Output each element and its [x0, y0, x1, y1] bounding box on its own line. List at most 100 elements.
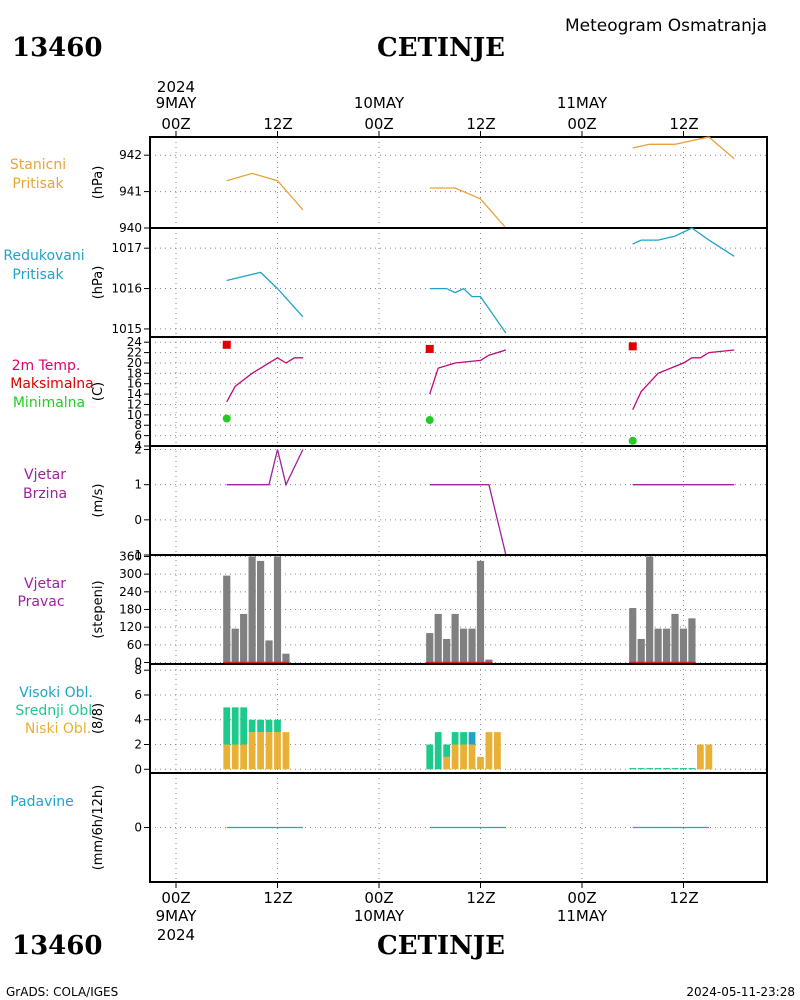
cloud-bar-0-13: [468, 744, 476, 770]
cloud-bar-1-8: [426, 744, 434, 770]
cloud-bar-0-12: [460, 744, 467, 770]
wind-dir-bar-16: [629, 608, 637, 663]
temperature-line-2: [632, 349, 735, 410]
y-tick-label: 18: [127, 366, 142, 380]
station-name-bottom: CETINJE: [377, 931, 505, 961]
y-tick-label: 1015: [111, 322, 142, 336]
y-tick-label: 240: [119, 585, 142, 599]
y-tick-label: 942: [119, 148, 142, 162]
wind-dir-bar-14: [476, 560, 485, 663]
top-hour-day1-00: 00Z: [161, 115, 190, 133]
panel-wind_direction: 0 60 120 180 240 300 360 (stepeni): [91, 549, 768, 670]
cloud-bar-1-3: [248, 719, 256, 733]
cloud-bar-0-1: [231, 744, 239, 770]
y-tick-label: 2: [134, 443, 142, 457]
cloud-bar-1-21: [663, 768, 670, 770]
cloud-bar-2-13: [468, 732, 476, 745]
label-station-pressure-2: Pritisak: [12, 176, 64, 192]
wind-dir-bar-12: [459, 628, 468, 663]
temp-min-marker-1: [425, 416, 434, 425]
y-tick-label: 8: [134, 418, 142, 432]
y-tick-label: 8: [134, 663, 142, 677]
y-axis-label: (mm/6h/12h): [91, 785, 106, 871]
y-tick-label: 22: [127, 346, 142, 360]
station-id-top: 13460: [12, 33, 102, 63]
y-tick-label: 12: [127, 397, 142, 411]
wind-dir-bar-2: [240, 613, 248, 663]
y-tick-label: 20: [127, 356, 142, 370]
cloud-bar-0-16: [494, 732, 501, 770]
bottom-year-label: 2024: [157, 926, 195, 944]
cloud-bar-1-11: [451, 732, 459, 745]
cloud-bar-0-7: [282, 732, 290, 770]
cloud-bar-1-22: [671, 768, 679, 770]
label-reduced-pressure-1: Redukovani: [3, 248, 84, 264]
y-tick-label: 360: [119, 549, 142, 563]
y-tick-label: 60: [127, 638, 142, 652]
panel-cloud_cover: 0 2 4 6 8 (8/8): [91, 663, 768, 776]
cloud-bar-1-5: [265, 719, 273, 733]
panel-frame: [149, 227, 768, 338]
wind-dir-bar-15: [485, 659, 493, 663]
chart-title: Meteogram Osmatranja: [565, 16, 767, 36]
wind-dir-bar-5: [265, 640, 273, 663]
y-tick-label: 2: [134, 738, 142, 752]
y-axis-label: (hPa): [91, 166, 106, 200]
wind-dir-bar-21: [671, 613, 679, 663]
label-wind-speed-1: Vjetar: [24, 467, 66, 483]
y-tick-label: 1017: [111, 241, 142, 255]
cloud-bar-1-9: [434, 732, 442, 770]
label-temp-1: 2m Temp.: [12, 358, 81, 374]
station-pressure-line-0: [226, 172, 304, 211]
reduced-pressure-line-1: [429, 287, 507, 334]
cloud-bar-0-14: [477, 756, 484, 770]
label-wind-dir-2: Pravac: [17, 594, 64, 610]
temp-max-marker-2: [628, 342, 637, 351]
y-tick-label: 941: [119, 185, 142, 199]
cloud-bar-0-2: [240, 744, 248, 770]
wind-dir-bar-11: [451, 613, 459, 663]
bottom-hour-day3-12: 12Z: [669, 889, 698, 907]
label-wind-dir-1: Vjetar: [24, 576, 66, 592]
bottom-hour-day1-00: 00Z: [161, 889, 190, 907]
station-pressure-line-2: [632, 136, 735, 160]
y-axis-label: (stepeni): [91, 580, 106, 638]
temp-max-marker-0: [222, 340, 231, 349]
reduced-pressure-line-2: [632, 227, 735, 257]
y-axis-label: (8/8): [91, 703, 106, 734]
panel-station_pressure: 940 941 942 (hPa): [91, 136, 768, 235]
bottom-date-day1: 9MAY: [156, 907, 198, 925]
wind-dir-bar-6: [273, 556, 282, 663]
cloud-bar-1-20: [654, 768, 662, 770]
y-tick-label: 0: [134, 821, 142, 835]
y-tick-label: 24: [127, 335, 142, 349]
cloud-bar-1-23: [680, 768, 687, 770]
y-tick-label: 16: [127, 377, 142, 391]
y-tick-label: 6: [134, 688, 142, 702]
cloud-bar-1-10: [443, 744, 451, 757]
bottom-date-day2: 10MAY: [354, 907, 405, 925]
top-hour-day3-12: 12Z: [669, 115, 698, 133]
cloud-bar-0-0: [223, 744, 231, 770]
wind-dir-bar-20: [662, 628, 671, 663]
label-precip: Padavine: [10, 794, 74, 810]
cloud-bar-0-10: [443, 756, 451, 770]
panel-labels: Stanicni Pritisak Redukovani Pritisak 2m…: [3, 157, 96, 810]
y-tick-label: 6: [134, 429, 142, 443]
label-temp-max: Maksimalna: [10, 376, 94, 392]
label-wind-speed-2: Brzina: [23, 486, 67, 502]
y-tick-label: 0: [134, 762, 142, 776]
top-hour-day2-00: 00Z: [364, 115, 393, 133]
label-cloud-high: Visoki Obl.: [19, 685, 93, 701]
station-id-bottom: 13460: [12, 931, 102, 961]
reduced-pressure-line-0: [226, 271, 304, 318]
top-year-label: 2024: [157, 78, 195, 96]
y-tick-label: 1016: [111, 282, 142, 296]
panel-wind_speed: -1 0 1 2 (m/s): [91, 443, 768, 562]
cloud-bar-0-11: [451, 744, 459, 770]
temperature-line-0: [226, 357, 303, 403]
cloud-bar-0-26: [705, 744, 713, 770]
y-tick-label: 300: [119, 567, 142, 581]
